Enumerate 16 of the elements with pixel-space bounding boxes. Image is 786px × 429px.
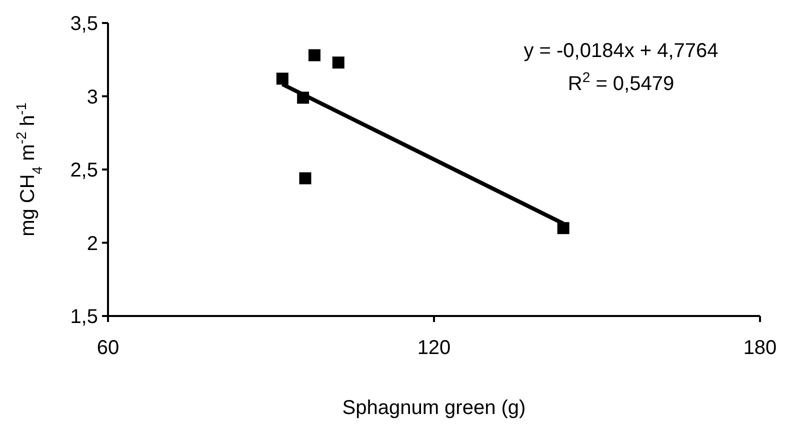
point xyxy=(332,56,344,69)
point xyxy=(276,72,288,85)
y-tick-label: 3,5 xyxy=(70,13,98,35)
point xyxy=(308,49,320,62)
annotation: R$^{2}$ = 0,5479 xyxy=(568,69,674,95)
y-tick-label: 2 xyxy=(86,232,98,255)
point xyxy=(557,222,570,234)
point xyxy=(299,172,312,184)
annotation: y = -0,0184x + 4,7764 xyxy=(524,40,718,62)
y-tick-label: 1,5 xyxy=(70,306,98,328)
x-tick-label: 60 xyxy=(96,337,120,359)
y-tick-label: 3 xyxy=(86,86,98,108)
x-tick-label: 180 xyxy=(743,337,777,359)
x-axis-title: Sphagnum green (g) xyxy=(342,397,526,419)
y-tick-label: 2,5 xyxy=(70,160,98,182)
x-tick-label: 120 xyxy=(417,337,451,359)
